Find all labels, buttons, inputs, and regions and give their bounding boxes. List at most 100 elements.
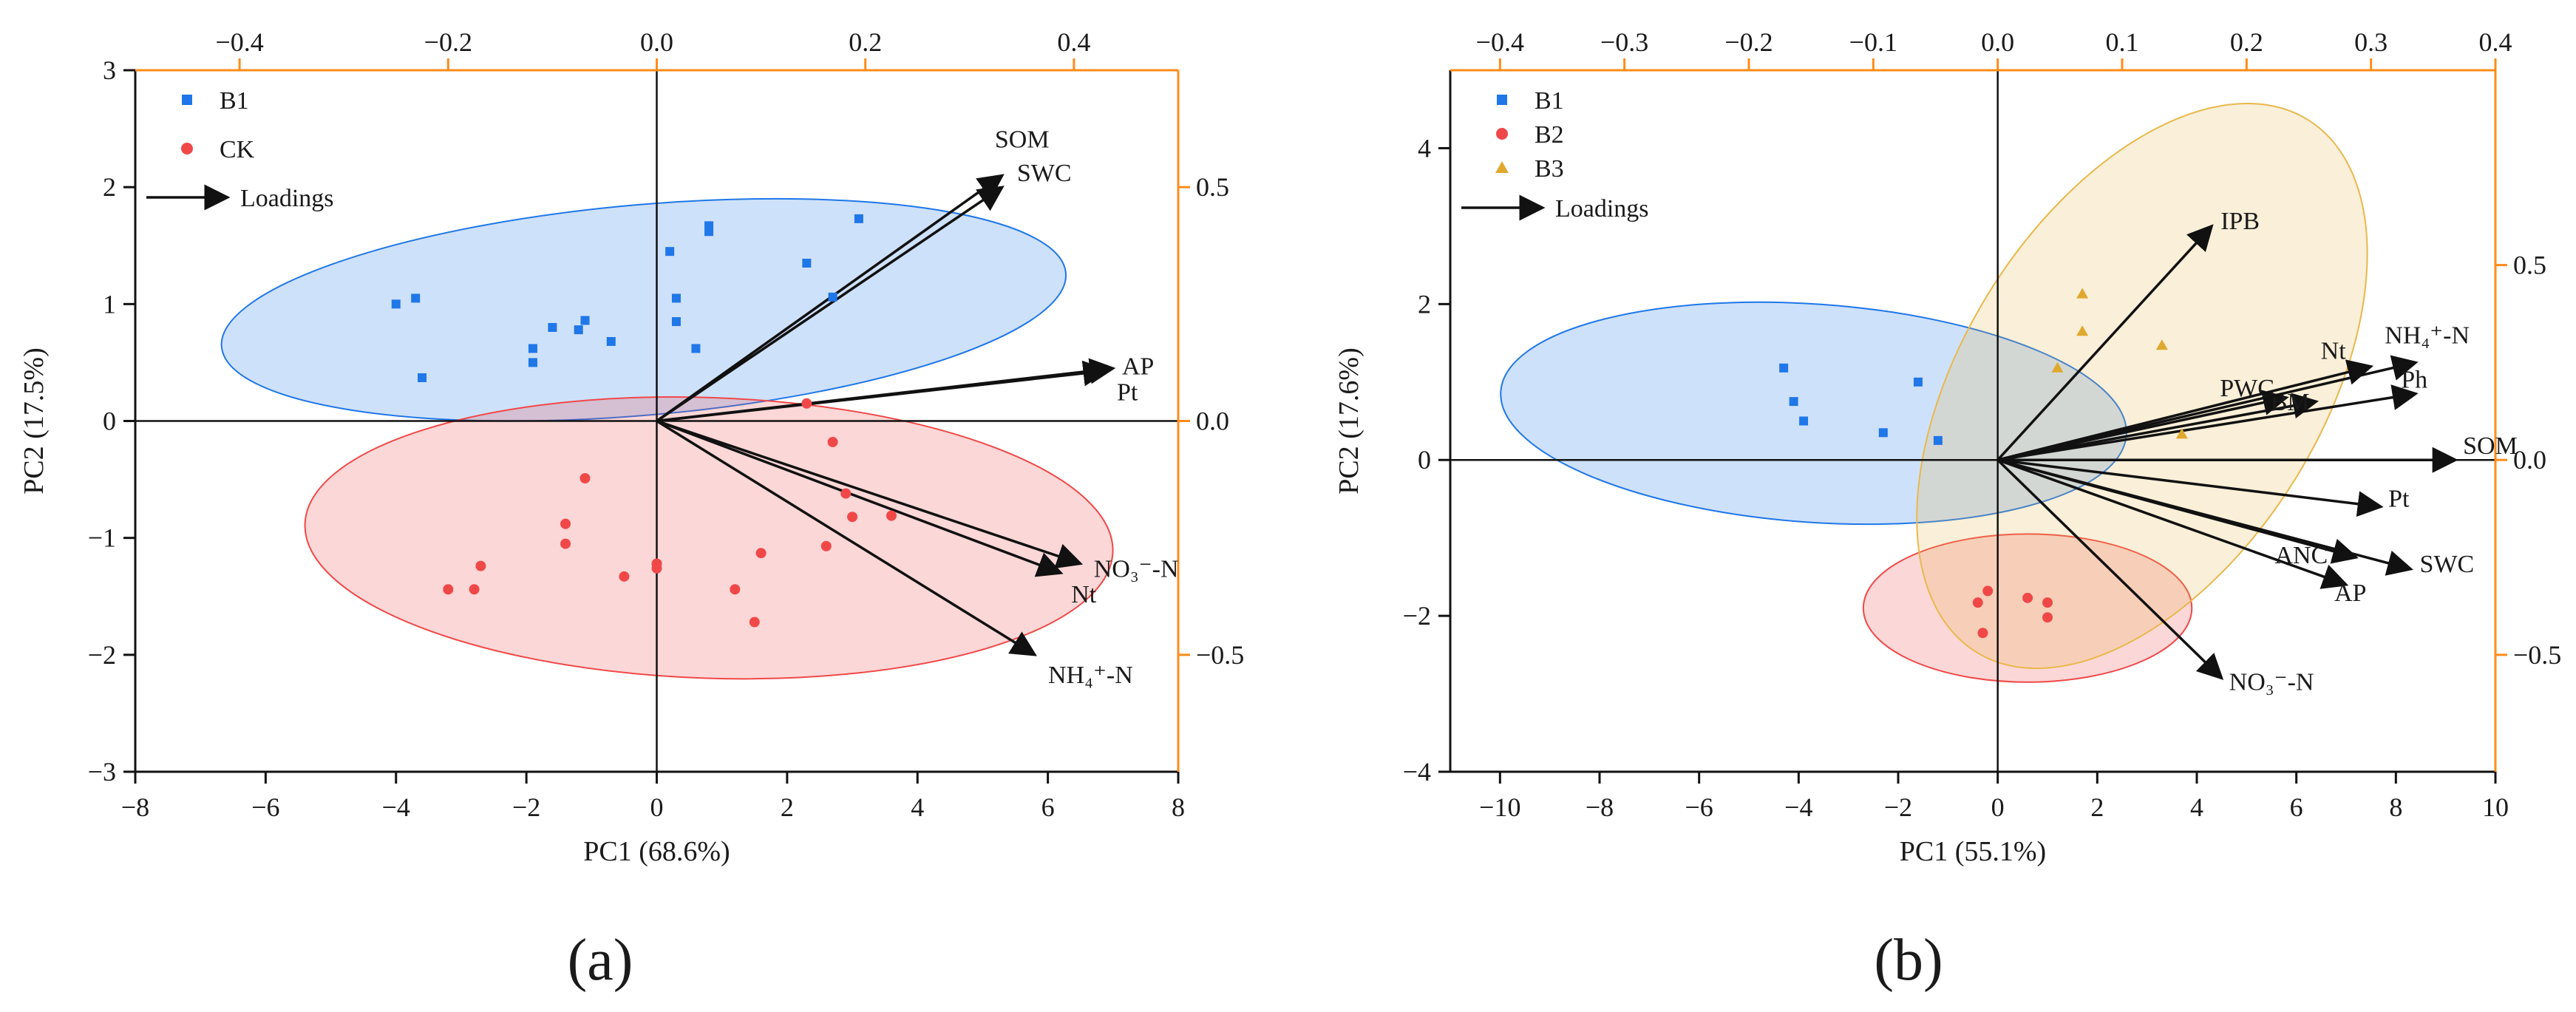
data-point-b1 <box>691 344 701 353</box>
x-tick-label: −8 <box>121 792 149 822</box>
data-point-ck <box>820 540 832 551</box>
loading-label: NH₄⁺-N <box>1048 662 1133 689</box>
y-tick-label: 0 <box>103 407 116 436</box>
data-point-b1 <box>802 258 812 268</box>
x-tick-label: −4 <box>1784 792 1812 822</box>
y-tick-label: 2 <box>103 172 116 202</box>
data-point-b3 <box>2155 339 2168 350</box>
confidence-ellipse-b2 <box>1862 533 2193 683</box>
x-axis-label: PC1 (55.1%) <box>1900 836 2046 867</box>
data-point-b1 <box>606 336 616 346</box>
x-tick-label: 2 <box>781 792 794 822</box>
loading-label: ANC <box>2274 542 2328 569</box>
data-point-b2 <box>1977 628 1988 639</box>
data-point-b1 <box>1933 435 1943 445</box>
loading-arrow <box>656 419 1084 568</box>
legend-marker-b2 <box>1496 128 1508 140</box>
legend-loadings-label: Loadings <box>240 185 334 212</box>
legend-label-ck: CK <box>220 136 255 163</box>
data-point-b3 <box>2175 428 2188 439</box>
y-tick-label: 4 <box>1418 133 1431 163</box>
loading-label: IPB <box>2220 208 2260 235</box>
data-point-b1 <box>1779 363 1789 373</box>
y-tick-label: −3 <box>88 757 116 787</box>
data-point-ck <box>749 617 760 628</box>
data-point-b1 <box>1789 397 1798 407</box>
x-tick-label: −6 <box>251 792 279 822</box>
data-point-ck <box>560 518 571 529</box>
x-tick-label: −4 <box>382 792 410 822</box>
data-point-b1 <box>528 344 537 353</box>
loading-label: SWC <box>2420 551 2475 578</box>
data-point-ck <box>469 584 480 595</box>
panel-a: −8 −6 −4 −2 0 2 4 6 8 −3 −2 −1 0 1 2 3 −0.4 −0.2 0.0 0.2 0.4… <box>18 27 1244 867</box>
top-tick-label: −0.1 <box>1849 27 1897 57</box>
data-point-b1 <box>671 293 681 303</box>
y-tick-label: −2 <box>88 640 116 670</box>
y-tick-label: 2 <box>1418 289 1431 319</box>
x-tick-label: −2 <box>1884 792 1912 822</box>
loading-arrow <box>1997 384 2419 461</box>
top-tick-label: −0.3 <box>1600 27 1648 57</box>
x-tick-label: −6 <box>1685 792 1713 822</box>
data-point-b3 <box>2051 361 2064 373</box>
data-point-b1 <box>671 317 681 327</box>
top-tick-label: 0.3 <box>2354 27 2388 57</box>
x-tick-label: 8 <box>1172 792 1185 822</box>
data-point-b3 <box>2076 288 2089 299</box>
loading-label: SWC <box>1017 160 1072 187</box>
data-point-b1 <box>418 373 427 382</box>
data-point-b2 <box>2042 597 2053 608</box>
top-tick-label: 0.0 <box>1981 27 2014 57</box>
legend-marker-ck <box>181 143 193 154</box>
data-point-ck <box>475 560 486 571</box>
loading-arrow <box>1997 355 2419 461</box>
loading-label: Nt <box>2321 338 2347 365</box>
data-point-ck <box>580 473 591 484</box>
data-point-ck <box>730 584 741 595</box>
top-tick-label: −0.4 <box>1476 27 1524 57</box>
top-tick-label: 0.4 <box>1057 27 1090 57</box>
legend-loadings-label: Loadings <box>1555 195 1649 223</box>
x-tick-label: 6 <box>1041 792 1055 822</box>
data-point-ck <box>827 436 838 447</box>
data-point-b1 <box>574 325 583 335</box>
x-tick-label: 8 <box>2389 792 2402 822</box>
data-point-b1 <box>1878 428 1888 438</box>
data-point-ck <box>886 510 897 521</box>
loading-arrow <box>1997 458 2413 576</box>
data-point-b2 <box>2022 592 2033 603</box>
y-tick-label: 3 <box>103 55 116 85</box>
data-point-ck <box>755 548 767 559</box>
panel-a-label: (a) <box>568 928 633 993</box>
loading-arrow <box>1997 393 2320 461</box>
loading-arrow <box>1996 224 2214 461</box>
data-point-b2 <box>2042 612 2053 623</box>
data-point-ck <box>840 488 852 499</box>
data-point-b1 <box>391 299 401 309</box>
data-point-b1 <box>854 214 863 223</box>
loading-label: NO₃⁻-N <box>2229 668 2314 696</box>
x-tick-label: −10 <box>1479 792 1520 822</box>
top-tick-label: 0.2 <box>2230 27 2263 57</box>
legend-label-b2: B2 <box>1535 121 1564 149</box>
right-tick-label: 0.0 <box>1196 407 1229 436</box>
x-tick-label: 0 <box>1991 792 2005 822</box>
y-axis-label: PC2 (17.6%) <box>1333 347 1365 494</box>
data-point-ck <box>801 398 812 409</box>
x-tick-label: 0 <box>650 792 664 822</box>
legend-label-b1: B1 <box>220 87 249 115</box>
data-point-ck <box>443 584 454 595</box>
data-point-b1 <box>1799 416 1809 426</box>
top-tick-label: 0.4 <box>2479 27 2512 57</box>
top-tick-label: 0.0 <box>640 27 673 57</box>
data-point-b1 <box>665 247 675 257</box>
y-tick-label: 0 <box>1418 445 1431 475</box>
loading-label: AP <box>1122 353 1154 380</box>
y-tick-label: 1 <box>103 289 116 319</box>
loading-arrow <box>1997 458 2349 589</box>
data-point-b1 <box>528 358 537 367</box>
right-tick-label: 0.0 <box>2513 445 2546 475</box>
loading-arrow <box>1996 458 2224 680</box>
